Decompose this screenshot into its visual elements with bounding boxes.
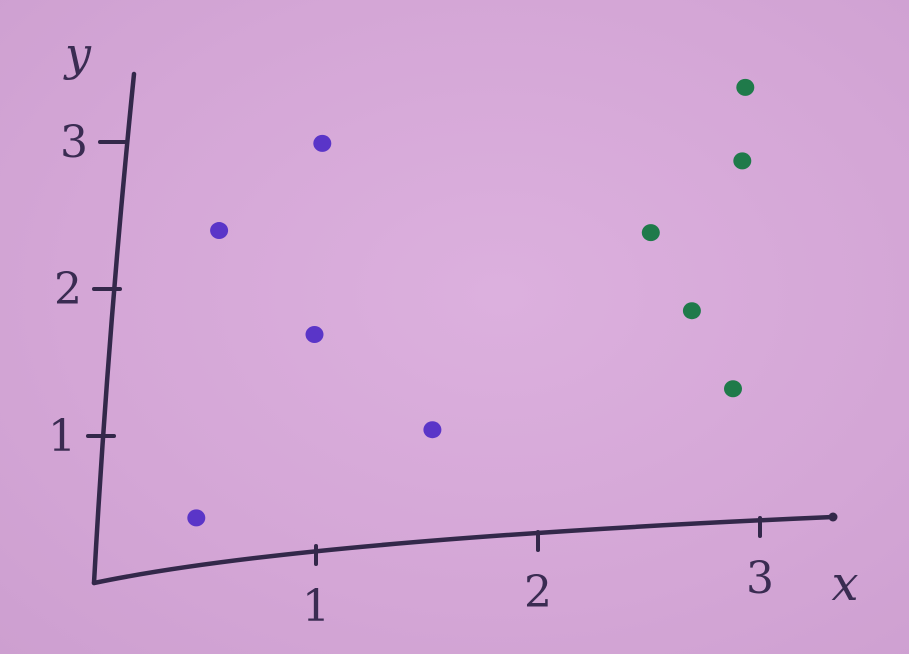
- x-axis-line: [91, 514, 836, 586]
- green-point: [724, 380, 742, 398]
- x-axis-label: x: [831, 556, 858, 612]
- green-point: [733, 152, 752, 170]
- green-point: [736, 78, 755, 96]
- y-tick-label: 1: [48, 411, 76, 462]
- green-point: [682, 302, 701, 320]
- x-tick-label: 2: [524, 567, 552, 618]
- y-tick-label: 3: [60, 117, 88, 168]
- x-tick-label: 3: [746, 553, 774, 604]
- ticks: [86, 140, 762, 566]
- axis-labels: 1 2 3 1 2 3 x y: [48, 27, 859, 632]
- purple-point: [187, 509, 206, 527]
- y-axis-line: [91, 71, 137, 586]
- x-axis-end-dot: [828, 512, 838, 522]
- x-tick-label: 1: [302, 581, 330, 632]
- purple-point: [313, 134, 332, 152]
- axes: [91, 71, 838, 586]
- purple-point: [423, 421, 442, 439]
- y-axis-label: y: [63, 27, 92, 81]
- y-tick-label: 2: [54, 264, 82, 315]
- data-points: [187, 78, 755, 527]
- green-point: [641, 224, 660, 242]
- purple-point: [305, 326, 324, 343]
- purple-point: [210, 222, 229, 240]
